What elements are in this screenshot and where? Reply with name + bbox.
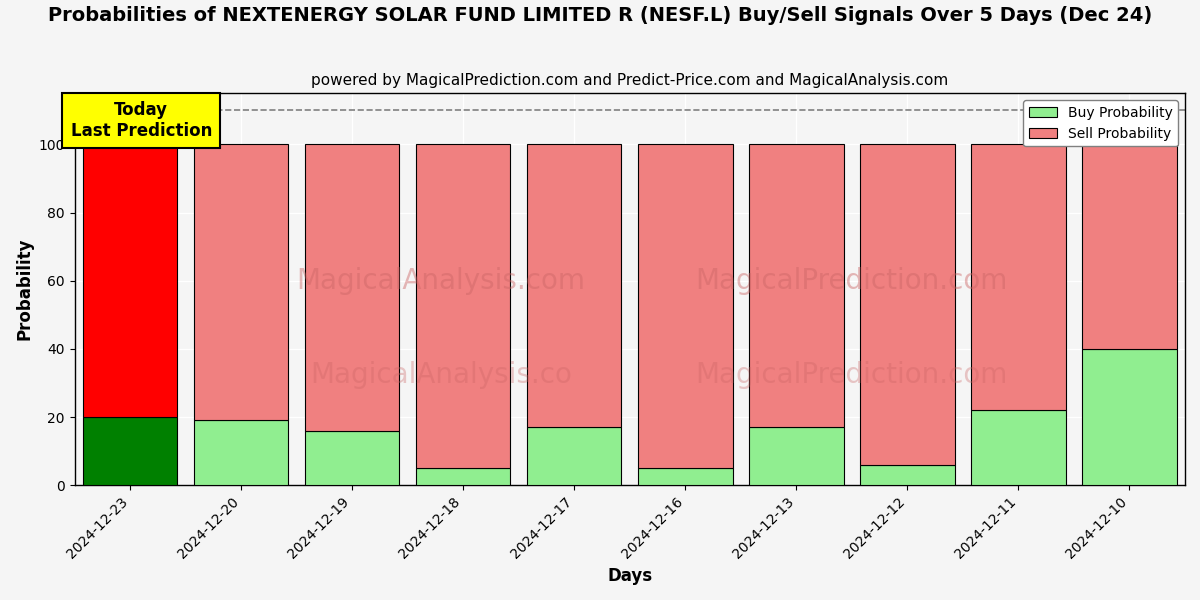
Bar (194, 421, 288, 485)
Title: powered by MagicalPrediction.com and Predict-Price.com and MagicalAnalysis.com: powered by MagicalPrediction.com and Pre… (311, 73, 948, 88)
Text: Today
Last Prediction: Today Last Prediction (71, 101, 212, 140)
Bar (527, 427, 622, 485)
Text: Probabilities of NEXTENERGY SOLAR FUND LIMITED R (NESF.L) Buy/Sell Signals Over : Probabilities of NEXTENERGY SOLAR FUND L… (48, 6, 1152, 25)
Bar (749, 427, 844, 485)
Bar (527, 145, 622, 427)
Bar (305, 431, 400, 485)
Bar (1082, 349, 1177, 485)
Text: MagicalAnalysis.com: MagicalAnalysis.com (296, 268, 586, 295)
Bar (971, 410, 1066, 485)
Bar (971, 145, 1066, 410)
Bar (416, 468, 510, 485)
Text: MagicalPrediction.com: MagicalPrediction.com (696, 361, 1008, 389)
Bar (194, 145, 288, 421)
Bar (1082, 145, 1177, 349)
Bar (860, 145, 955, 465)
Bar (638, 468, 732, 485)
Bar (638, 145, 732, 468)
Text: MagicalPrediction.com: MagicalPrediction.com (696, 268, 1008, 295)
Text: MagicalAnalysis.co: MagicalAnalysis.co (310, 361, 572, 389)
Bar (749, 145, 844, 427)
Bar (305, 145, 400, 431)
Y-axis label: Probability: Probability (16, 238, 34, 340)
Legend: Buy Probability, Sell Probability: Buy Probability, Sell Probability (1024, 100, 1178, 146)
Bar (416, 145, 510, 468)
X-axis label: Days: Days (607, 567, 653, 585)
Bar (83, 417, 178, 485)
Bar (860, 465, 955, 485)
Bar (83, 145, 178, 417)
